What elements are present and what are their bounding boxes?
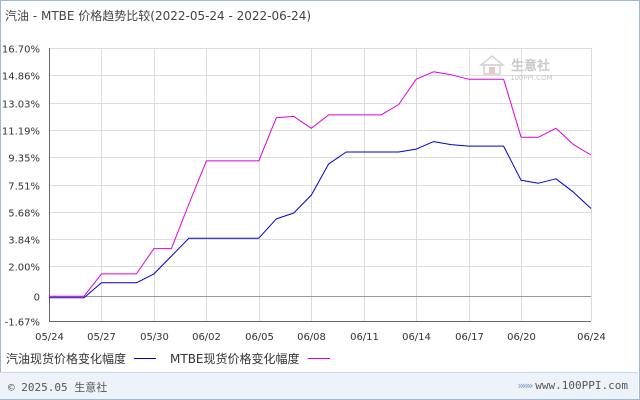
series-line-mtbe <box>49 71 592 297</box>
y-tick-label: 2.00% <box>8 263 40 274</box>
x-tick-label: 06/24 <box>577 332 606 343</box>
watermark-name: 生意社 <box>511 58 550 74</box>
y-tick-label: 11.19% <box>2 127 40 138</box>
watermark-url: 100PPI.COM <box>510 74 553 82</box>
y-tick-label: 14.86% <box>2 72 40 83</box>
x-tick-label: 05/30 <box>140 332 169 343</box>
series-line-gasoline <box>49 141 592 299</box>
y-tick-label: 16.70% <box>2 45 40 56</box>
legend-label-gasoline: 汽油现货价格变化幅度 <box>6 351 127 366</box>
y-tick-label: 13.03% <box>2 100 40 111</box>
x-tick-label: 06/05 <box>245 332 274 343</box>
x-tick-label: 06/08 <box>297 332 326 343</box>
x-tick-label: 05/24 <box>35 332 64 343</box>
legend-item-mtbe: MTBE现货价格变化幅度 <box>170 350 330 367</box>
y-tick-label: -1.67% <box>5 318 40 329</box>
x-tick-label: 06/17 <box>455 332 484 343</box>
y-tick-label: 9.35% <box>8 154 40 165</box>
y-tick-label: 5.68% <box>8 209 40 220</box>
legend-swatch-gasoline <box>134 357 157 359</box>
double-arrow-icon: »»» <box>517 379 533 392</box>
legend-swatch-mtbe <box>307 357 330 359</box>
copyright-text: © 2025.05 生意社 <box>8 381 108 394</box>
watermark-logo: 生意社 100PPI.COM <box>478 55 553 82</box>
y-tick-labels: 16.70% 14.86% 13.03% 11.19% 9.35% 7.51% 5.68% 3… <box>2 45 40 329</box>
grid-lines <box>49 48 592 322</box>
legend-label-mtbe: MTBE现货价格变化幅度 <box>170 351 300 366</box>
x-tick-label: 05/27 <box>87 332 116 343</box>
footer-link-group: »»» www.100PPI.com <box>517 379 628 392</box>
y-tick-label: 7.51% <box>8 182 40 193</box>
axes <box>49 48 591 322</box>
x-tick-labels: 05/24 05/27 05/30 06/02 06/05 06/08 06/11 06/14… <box>35 332 606 343</box>
series-lines <box>49 71 592 299</box>
y-tick-label: 3.84% <box>8 236 40 247</box>
x-tick-label: 06/20 <box>507 332 536 343</box>
x-tick-label: 06/11 <box>350 332 379 343</box>
x-tick-label: 06/14 <box>402 332 431 343</box>
chart-legend: 汽油现货价格变化幅度 MTBE现货价格变化幅度 <box>6 348 344 368</box>
x-tick-label: 06/02 <box>192 332 221 343</box>
house-logo-icon <box>478 55 506 75</box>
chart-title: 汽油 - MTBE 价格趋势比较(2022-05-24 - 2022-06-24… <box>5 9 312 23</box>
y-tick-label: 0 <box>34 293 40 304</box>
footer-bar: © 2025.05 生意社 »»» www.100PPI.com <box>0 372 638 399</box>
website-link[interactable]: www.100PPI.com <box>535 379 628 392</box>
legend-item-gasoline: 汽油现货价格变化幅度 <box>6 350 157 367</box>
